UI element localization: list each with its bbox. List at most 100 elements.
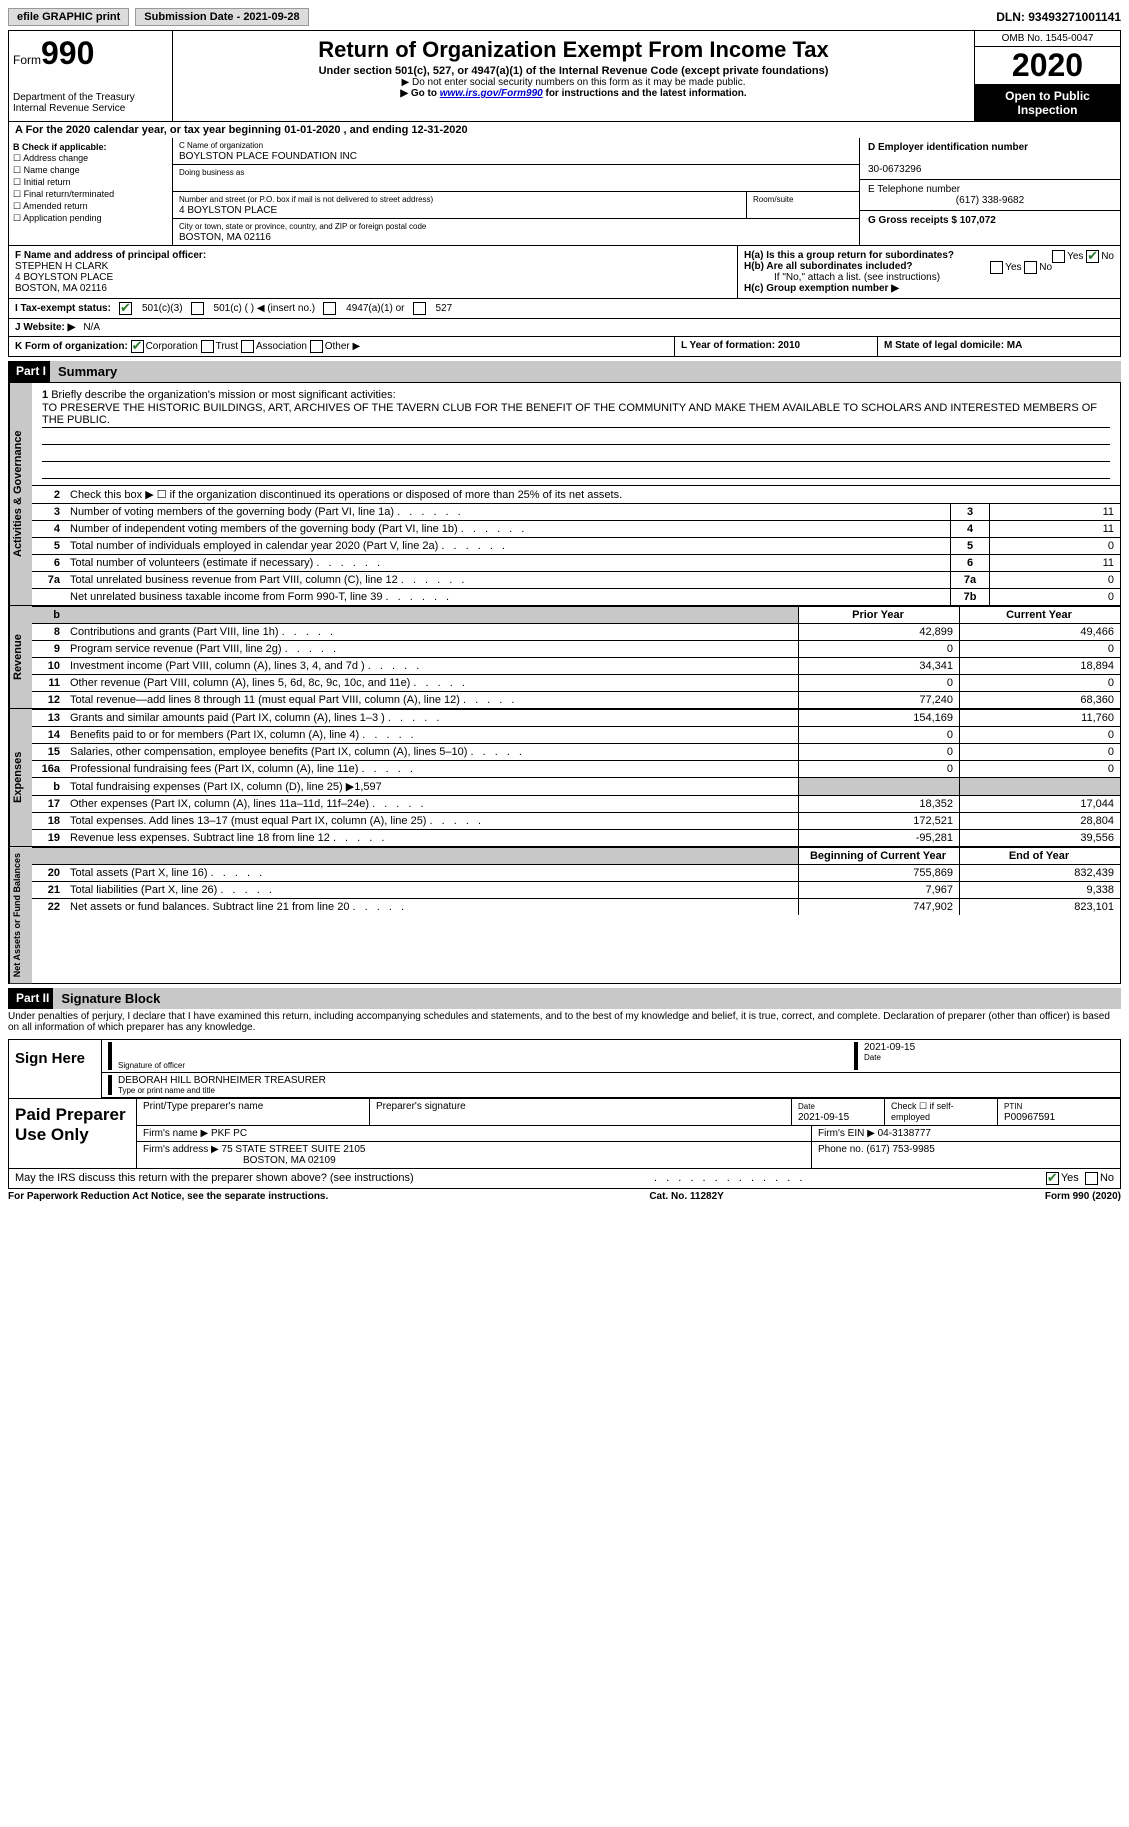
sig-date-val: 2021-09-15 — [864, 1042, 915, 1053]
entity-block: B Check if applicable: ☐ Address change … — [8, 138, 1121, 246]
form-subtitle: Under section 501(c), 527, or 4947(a)(1)… — [177, 65, 970, 77]
table-row: 14Benefits paid to or for members (Part … — [32, 727, 1120, 744]
paid-preparer-label: Paid Preparer Use Only — [9, 1099, 137, 1168]
chk-final-return[interactable]: ☐ Final return/terminated — [13, 189, 168, 200]
chk-app-pending[interactable]: ☐ Application pending — [13, 213, 168, 224]
prep-row-1: Print/Type preparer's name Preparer's si… — [137, 1099, 1120, 1126]
prep-row-2: Firm's name ▶ PKF PC Firm's EIN ▶ 04-313… — [137, 1126, 1120, 1142]
room-label: Room/suite — [753, 195, 793, 204]
efile-print-button[interactable]: efile GRAPHIC print — [8, 8, 129, 26]
header-right: OMB No. 1545-0047 2020 Open to Public In… — [974, 31, 1120, 121]
city-val: BOSTON, MA 02116 — [179, 232, 271, 243]
table-row: 12Total revenue—add lines 8 through 11 (… — [32, 692, 1120, 709]
prior-year-hdr: Prior Year — [799, 607, 960, 624]
part1-badge: Part I — [8, 361, 54, 382]
sig-name-field: DEBORAH HILL BORNHEIMER TREASURER Type o… — [108, 1075, 1114, 1095]
officer-label: F Name and address of principal officer: — [15, 250, 206, 261]
preparer-block: Paid Preparer Use Only Print/Type prepar… — [8, 1099, 1121, 1169]
room-cell: Room/suite — [747, 192, 859, 218]
footer-mid: Cat. No. 11282Y — [328, 1191, 1045, 1202]
ha-yes[interactable] — [1052, 250, 1065, 263]
table-row: 19Revenue less expenses. Subtract line 1… — [32, 830, 1120, 847]
beg-year-hdr: Beginning of Current Year — [799, 848, 960, 865]
h-c: H(c) Group exemption number ▶ — [744, 283, 1114, 294]
col-c-org-info: C Name of organization BOYLSTON PLACE FO… — [173, 138, 859, 245]
ha-no[interactable] — [1086, 250, 1099, 263]
officer-addr2: BOSTON, MA 02116 — [15, 283, 107, 294]
h-note: If "No," attach a list. (see instruction… — [744, 272, 1114, 283]
open-to-public: Open to Public Inspection — [975, 85, 1120, 121]
chk-address-change[interactable]: ☐ Address change — [13, 153, 168, 164]
governance-content: 1 Briefly describe the organization's mi… — [32, 383, 1120, 605]
form-header: Form990 Department of the Treasury Inter… — [8, 30, 1121, 122]
chk-amended[interactable]: ☐ Amended return — [13, 201, 168, 212]
city-label: City or town, state or province, country… — [179, 222, 426, 231]
expenses-content: 13Grants and similar amounts paid (Part … — [32, 709, 1120, 846]
exp-rows-table: 13Grants and similar amounts paid (Part … — [32, 709, 1120, 846]
vert-governance: Activities & Governance — [9, 383, 32, 605]
hb-yes[interactable] — [990, 261, 1003, 274]
sig-officer-field[interactable]: Signature of officer — [108, 1042, 854, 1070]
dba-label: Doing business as — [179, 168, 244, 177]
omb-number: OMB No. 1545-0047 — [975, 31, 1120, 47]
rev-hdr: b Prior Year Current Year — [32, 607, 1120, 624]
dln-number: DLN: 93493271001141 — [996, 10, 1121, 24]
prep-self-emp[interactable]: Check ☐ if self-employed — [885, 1099, 998, 1125]
vert-netassets: Net Assets or Fund Balances — [9, 847, 32, 983]
governance-block: Activities & Governance 1 Briefly descri… — [8, 382, 1121, 606]
hb-no[interactable] — [1024, 261, 1037, 274]
chk-initial-return[interactable]: ☐ Initial return — [13, 177, 168, 188]
col-l: L Year of formation: 2010 — [675, 337, 878, 356]
street-label: Number and street (or P.O. box if mail i… — [179, 195, 433, 204]
ein-val: 30-0673296 — [868, 164, 921, 175]
gov-table: 2Check this box ▶ ☐ if the organization … — [32, 485, 1120, 503]
chk-corp[interactable] — [131, 340, 144, 353]
mission-section: 1 Briefly describe the organization's mi… — [32, 383, 1120, 485]
netassets-block: Net Assets or Fund Balances Beginning of… — [8, 847, 1121, 984]
dba-cell: Doing business as — [173, 165, 859, 192]
col-d-info: D Employer identification number 30-0673… — [859, 138, 1120, 245]
status-label: I Tax-exempt status: — [15, 303, 111, 314]
gov-rows-table: 3Number of voting members of the governi… — [32, 503, 1120, 605]
phone-cell: E Telephone number (617) 338-9682 — [860, 180, 1120, 211]
discuss-yes[interactable] — [1046, 1172, 1059, 1185]
table-row: 18Total expenses. Add lines 13–17 (must … — [32, 813, 1120, 830]
table-row: 13Grants and similar amounts paid (Part … — [32, 710, 1120, 727]
col-b-checkboxes: B Check if applicable: ☐ Address change … — [9, 138, 173, 245]
tax-year: 2020 — [975, 47, 1120, 85]
net-rows-table: 20Total assets (Part X, line 16) . . . .… — [32, 864, 1120, 915]
row-j-website: J Website: ▶ N/A — [8, 319, 1121, 337]
mission-ln: 1 — [42, 389, 48, 401]
header-mid: Return of Organization Exempt From Incom… — [173, 31, 974, 121]
phone-val: (617) 338-9682 — [956, 195, 1024, 206]
discuss-no[interactable] — [1085, 1172, 1098, 1185]
chk-name-change[interactable]: ☐ Name change — [13, 165, 168, 176]
tax-year-line: A For the 2020 calendar year, or tax yea… — [8, 122, 1121, 138]
table-row: 8Contributions and grants (Part VIII, li… — [32, 624, 1120, 641]
discuss-text: May the IRS discuss this return with the… — [15, 1172, 414, 1185]
chk-trust[interactable] — [201, 340, 214, 353]
chk-501c[interactable] — [191, 302, 204, 315]
col-h-group: H(a) Is this a group return for subordin… — [737, 246, 1120, 298]
form-number: Form990 — [13, 35, 168, 72]
part2-header-row: Part II Signature Block — [8, 988, 1121, 1009]
footer-right: Form 990 (2020) — [1045, 1191, 1121, 1202]
part1-title: Summary — [50, 361, 1121, 382]
table-row: 11Other revenue (Part VIII, column (A), … — [32, 675, 1120, 692]
signature-block: Sign Here Signature of officer 2021-09-1… — [8, 1039, 1121, 1099]
blank-line-1 — [42, 428, 1110, 445]
table-row: 20Total assets (Part X, line 16) . . . .… — [32, 865, 1120, 882]
top-bar: efile GRAPHIC print Submission Date - 20… — [8, 8, 1121, 26]
irs-link[interactable]: www.irs.gov/Form990 — [440, 88, 543, 99]
chk-4947[interactable] — [323, 302, 336, 315]
footer-left: For Paperwork Reduction Act Notice, see … — [8, 1191, 328, 1202]
chk-assoc[interactable] — [241, 340, 254, 353]
col-m: M State of legal domicile: MA — [878, 337, 1120, 356]
chk-527[interactable] — [413, 302, 426, 315]
vert-revenue: Revenue — [9, 606, 32, 708]
sign-here-label: Sign Here — [9, 1040, 102, 1098]
chk-other[interactable] — [310, 340, 323, 353]
chk-501c3[interactable] — [119, 302, 132, 315]
footer-row: For Paperwork Reduction Act Notice, see … — [8, 1191, 1121, 1202]
col-k: K Form of organization: Corporation Trus… — [9, 337, 675, 356]
